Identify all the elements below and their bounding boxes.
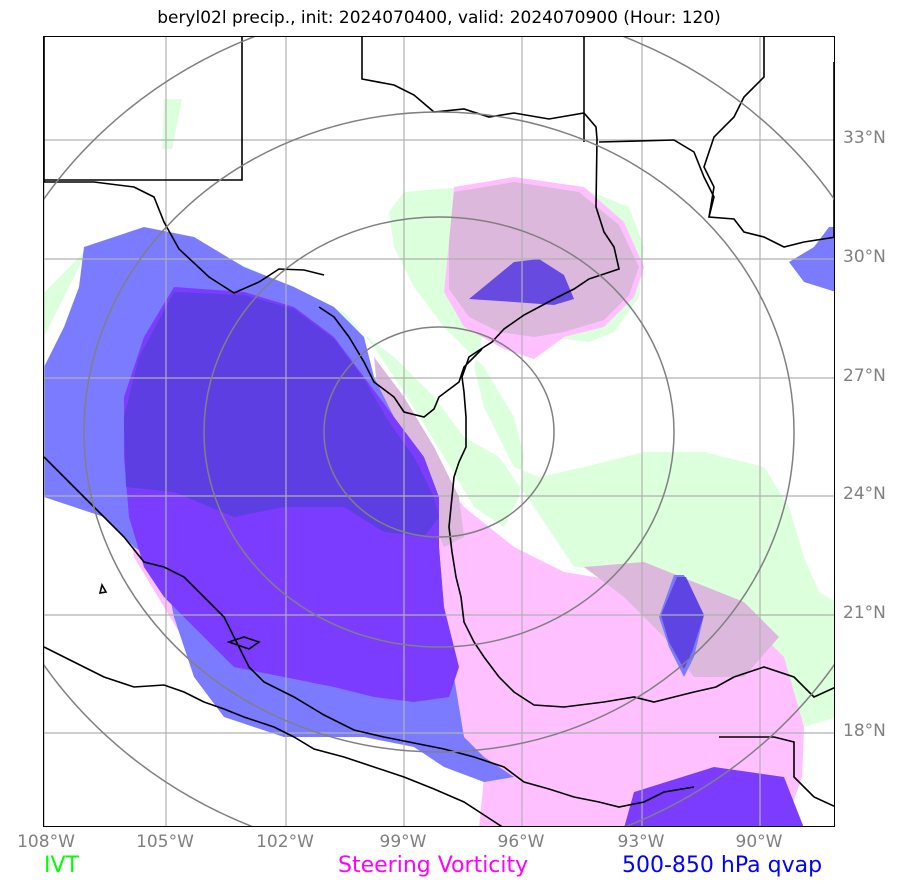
lon-label-105w: 105°W xyxy=(136,832,194,852)
graticule xyxy=(44,37,834,826)
legend-qvap: 500-850 hPa qvap xyxy=(622,853,823,878)
lat-label-21n: 21°N xyxy=(843,603,886,623)
map-canvas xyxy=(44,37,834,826)
lon-label-93w: 93°W xyxy=(617,832,665,852)
lat-label-18n: 18°N xyxy=(843,721,886,741)
legend-ivt: IVT xyxy=(44,853,79,878)
lon-label-102w: 102°W xyxy=(256,832,314,852)
lat-label-24n: 24°N xyxy=(843,484,886,504)
ivt-fill-layer xyxy=(44,99,834,727)
range-rings xyxy=(44,37,834,826)
map-panel xyxy=(43,36,835,827)
lat-label-33n: 33°N xyxy=(843,128,886,148)
lat-label-27n: 27°N xyxy=(843,366,886,386)
lon-label-99w: 99°W xyxy=(379,832,427,852)
legend-steering-vorticity: Steering Vorticity xyxy=(338,853,529,878)
lat-label-30n: 30°N xyxy=(843,247,886,267)
lon-label-96w: 96°W xyxy=(497,832,545,852)
coastlines xyxy=(44,37,834,826)
lon-label-108w: 108°W xyxy=(17,832,75,852)
map-title: beryl02l precip., init: 2024070400, vali… xyxy=(157,8,721,28)
lon-label-90w: 90°W xyxy=(735,832,783,852)
